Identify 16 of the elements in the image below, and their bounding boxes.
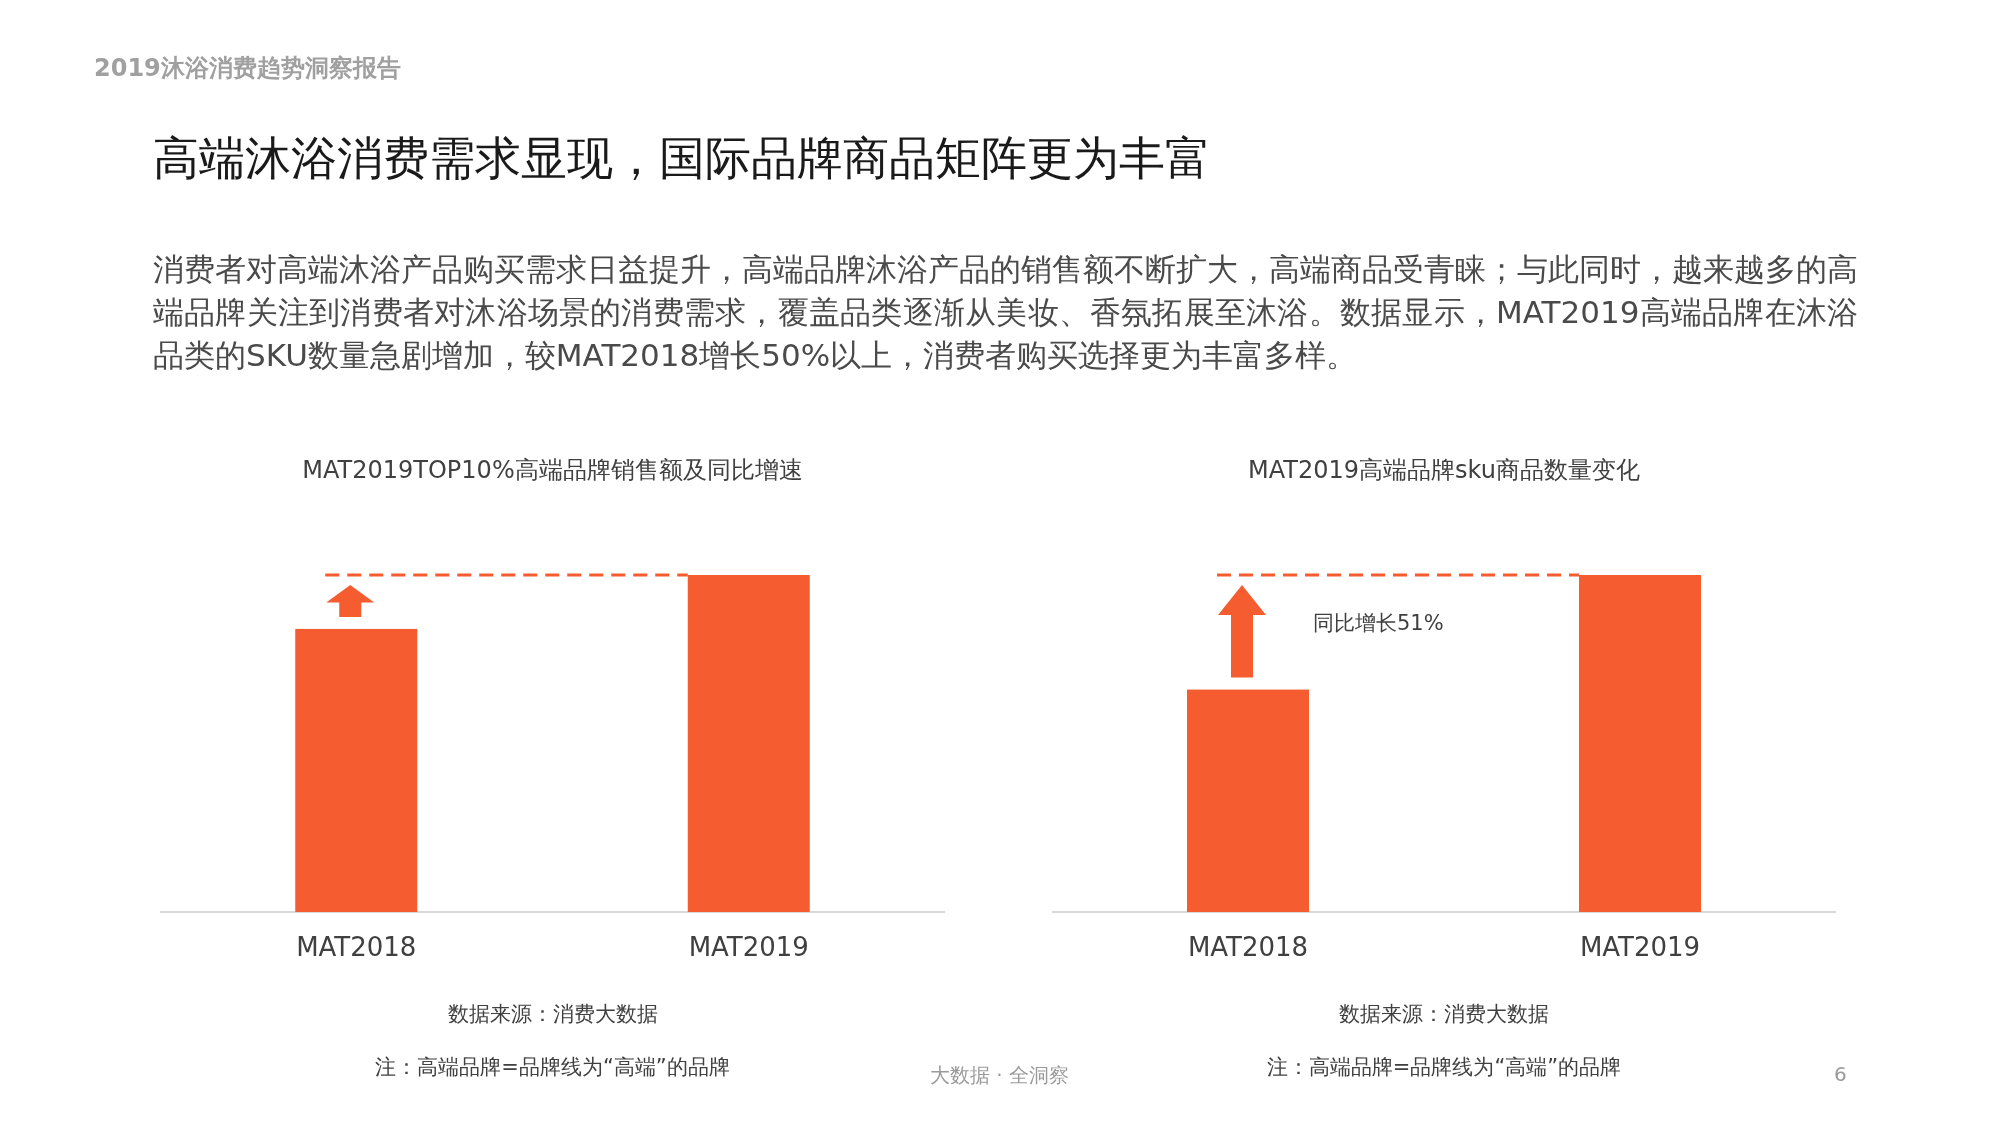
text: 注：高端品牌=品牌线为“高端”的品牌 [375, 1055, 730, 1079]
x-tick-label: MAT2019 [688, 932, 809, 962]
annotation: 同比增长51% [1313, 611, 1444, 636]
x-tick-label: MAT2018 [296, 932, 417, 962]
x-tick-label: MAT2019 [1579, 932, 1701, 962]
source-note: 数据来源：消费大数据 [1339, 1002, 1549, 1026]
text: 6 [1834, 1062, 1847, 1086]
text: 消费者对高端沐浴产品购买需求日益提升，高端品牌沐浴产品的销售额不断扩大，高端商品受青睐；与此同时，越来越多的高端品牌关注到消费者对沐浴场景的消费需求，覆盖品类逐渐从美妆、香氛拓展至沐浴。数据显示，MAT2019高端品牌在沐浴品类的SKU数量急剧增加，较MAT2018增长50%以上，消费者购买选择更为丰富多样。 [153, 250, 1858, 375]
source-note: 数据来源：消费大数据 [447, 1002, 658, 1026]
x-tick-label: MAT2018 [1187, 932, 1309, 962]
text: 注：高端品牌=品牌线为“高端”的品牌 [1266, 1055, 1622, 1079]
chart-title: MAT2019TOP10%高端品牌销售额及同比增速 [302, 456, 803, 484]
chart-title: MAT2019高端品牌sku商品数量变化 [1248, 456, 1640, 484]
text: 高端沐浴消费需求显现，国际品牌商品矩阵更为丰富 [153, 130, 1211, 187]
text: 大数据 · 全洞察 [930, 1062, 1070, 1089]
text: 2019沐浴消费趋势洞察报告 [94, 53, 401, 84]
